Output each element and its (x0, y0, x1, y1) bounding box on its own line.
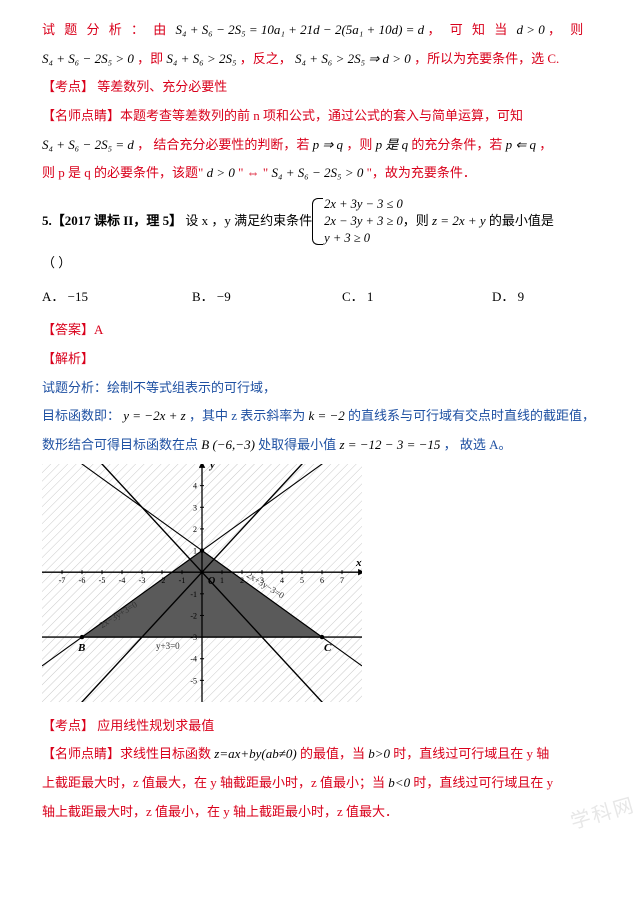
kaodian: 【考点】 应用线性规划求最值 (42, 714, 598, 739)
svg-text:2: 2 (240, 576, 244, 585)
question-5: 5.【2017 课标 II，理 5】 设 x ，y 满足约束条件 2x + 3y… (42, 196, 598, 247)
choice-c: C． 1 (342, 285, 492, 310)
svg-text:2: 2 (193, 524, 197, 533)
svg-text:y: y (208, 464, 215, 471)
svg-text:y+3=0: y+3=0 (156, 641, 180, 651)
analysis-line-1: 试 题 分 析 ： 由 S₄ + S₆ − 2S₅ = 10a₁ + 21d −… (42, 18, 598, 43)
svg-text:-5: -5 (190, 676, 197, 685)
eq: S₄ + S₆ − 2S₅ = 10a₁ + 21d − 2(5a₁ + 10d… (176, 22, 425, 37)
mingshi-2: 上截距最大时，z 值最大，在 y 轴截距最小时，z 值最小；当 b<0 时，直线… (42, 771, 598, 796)
constraint-system: 2x + 3y − 3 ≤ 0 2x − 3y + 3 ≥ 0 y + 3 ≥ … (312, 196, 403, 247)
svg-text:-4: -4 (119, 576, 126, 585)
choice-b: B． −9 (192, 285, 342, 310)
svg-text:-5: -5 (99, 576, 106, 585)
answer-label: 【答案】A (42, 318, 598, 343)
svg-text:-2: -2 (190, 611, 197, 620)
teacher-tip-line-2: S₄ + S₆ − 2S₅ = d ， 结合充分必要性的判断，若 p ⇒ q ，… (42, 133, 598, 158)
choice-d: D． 9 (492, 285, 524, 310)
topic-line: 【考点】 等差数列、充分必要性 (42, 75, 598, 100)
teacher-tip-line-1: 【名师点睛】本题考查等差数列的前 n 项和公式，通过公式的套入与简单运算，可知 (42, 104, 598, 129)
svg-text:C: C (324, 642, 332, 654)
mingshi-3: 轴上截距最大时，z 值最小，在 y 轴上截距最小时，z 值最大． (42, 800, 598, 825)
svg-text:x: x (355, 557, 362, 569)
svg-text:-1: -1 (179, 576, 186, 585)
svg-text:O: O (208, 576, 215, 587)
svg-text:-4: -4 (190, 654, 197, 663)
expl-line-2: 目标函数即： y = −2x + z ，其中 z 表示斜率为 k = −2 的直… (42, 404, 598, 429)
svg-text:4: 4 (193, 481, 197, 490)
svg-text:3: 3 (193, 503, 197, 512)
figure-svg: -7-6-5-4-3-2-11234567-5-4-3-2-11234OxyBC… (42, 464, 362, 702)
svg-text:1: 1 (193, 546, 197, 555)
svg-text:-1: -1 (190, 589, 197, 598)
explanation-label: 【解析】 (42, 347, 598, 372)
blank-paren: （ ） (42, 251, 598, 276)
q5-tag: 5.【2017 课标 II，理 5】 (42, 213, 182, 228)
svg-text:-3: -3 (190, 633, 197, 642)
label: 试 题 分 析 ： 由 (42, 22, 176, 37)
mingshi-1: 【名师点睛】求线性目标函数 z=ax+by(ab≠0) 的最值，当 b>0 时，… (42, 742, 598, 767)
expl-line-1: 试题分析：绘制不等式组表示的可行域， (42, 376, 598, 401)
choice-a: A． −15 (42, 285, 192, 310)
expl-line-3: 数形结合可得目标函数在点 B (−6,−3) 处取得最小值 z = −12 − … (42, 433, 598, 458)
feasible-region-figure: -7-6-5-4-3-2-11234567-5-4-3-2-11234OxyBC… (42, 464, 598, 702)
svg-text:B: B (77, 642, 85, 654)
teacher-tip-line-3: 则 p 是 q 的必要条件，该题" d > 0 " ⇔ " S₄ + S₆ − … (42, 161, 598, 186)
svg-text:7: 7 (340, 576, 344, 585)
svg-text:6: 6 (320, 576, 324, 585)
svg-text:4: 4 (280, 576, 284, 585)
svg-text:5: 5 (300, 576, 304, 585)
svg-text:-7: -7 (59, 576, 66, 585)
svg-text:-6: -6 (79, 576, 86, 585)
svg-text:-3: -3 (139, 576, 146, 585)
svg-text:-2: -2 (159, 576, 166, 585)
analysis-line-2: S₄ + S₆ − 2S₅ > 0 ，即 S₄ + S₆ > 2S₅ ，反之， … (42, 47, 598, 72)
svg-text:1: 1 (220, 576, 224, 585)
answer-choices: A． −15 B． −9 C． 1 D． 9 (42, 285, 598, 310)
